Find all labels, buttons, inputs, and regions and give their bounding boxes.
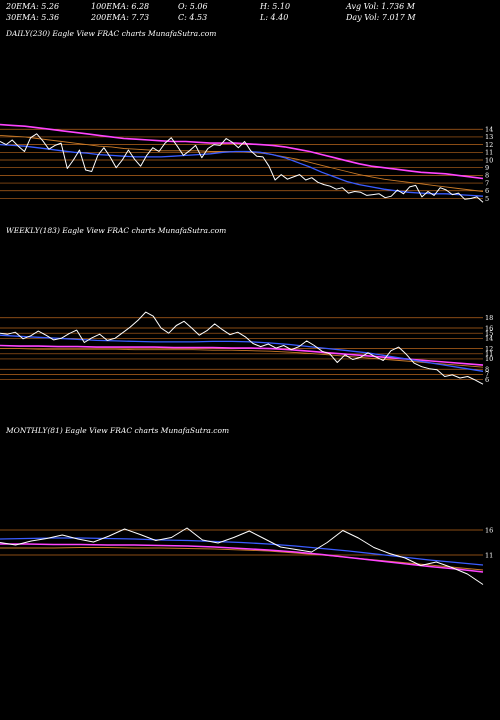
- daily-price-line: [0, 133, 484, 203]
- avg-vol-stat: Avg Vol: 1.736 M: [346, 2, 415, 11]
- ema200-stat: 200EMA: 7.73: [91, 13, 150, 22]
- weekly-ma-blue-line: [0, 334, 484, 372]
- weekly-chart-title: WEEKLY(183) Eagle View FRAC charts Munaf…: [6, 226, 227, 235]
- low-stat: L: 4.40: [260, 13, 289, 22]
- daily-chart-title: DAILY(230) Eagle View FRAC charts Munafa…: [6, 29, 217, 38]
- weekly-tick-label: 6: [485, 376, 489, 384]
- monthly-chart-title: MONTHLY(81) Eagle View FRAC charts Munaf…: [6, 426, 230, 435]
- daily-tick-label: 13: [485, 133, 493, 141]
- high-stat: H: 5.10: [260, 2, 291, 11]
- daily-tick-label: 7: [485, 179, 489, 187]
- monthly-ma-pink-line: [0, 543, 484, 573]
- weekly-tick-label: 11: [485, 350, 493, 358]
- ema30-stat: 30EMA: 5.36: [6, 13, 60, 22]
- weekly-tick-label: 16: [485, 324, 493, 332]
- daily-tick-label: 8: [485, 172, 489, 180]
- weekly-price-line: [0, 311, 484, 385]
- daily-tick-label: 14: [485, 126, 493, 134]
- monthly-ma-orange-line: [0, 547, 484, 571]
- monthly-tick-label: 16: [485, 526, 493, 534]
- ema100-stat: 100EMA: 6.28: [91, 2, 150, 11]
- monthly-price-line: [0, 527, 484, 585]
- weekly-ma-orange-line: [0, 348, 484, 368]
- weekly-tick-label: 14: [485, 335, 493, 343]
- open-stat: O: 5.06: [178, 2, 208, 11]
- weekly-tick-label: 7: [485, 371, 489, 379]
- day-vol-stat: Day Vol: 7.017 M: [346, 13, 416, 22]
- monthly-tick-label: 11: [485, 551, 493, 559]
- daily-tick-label: 10: [485, 156, 493, 164]
- daily-tick-label: 6: [485, 187, 489, 195]
- daily-tick-label: 12: [485, 141, 493, 149]
- daily-tick-label: 5: [485, 195, 489, 203]
- weekly-tick-label: 8: [485, 366, 489, 374]
- daily-tick-label: 11: [485, 149, 493, 157]
- close-stat: C: 4.53: [178, 13, 208, 22]
- ema20-stat: 20EMA: 5.26: [6, 2, 60, 11]
- daily-tick-label: 9: [485, 164, 489, 172]
- daily-ma-pink-line: [0, 123, 484, 180]
- weekly-tick-label: 18: [485, 314, 493, 322]
- weekly-tick-label: 10: [485, 355, 493, 363]
- weekly-tick-label: 15: [485, 329, 493, 337]
- weekly-tick-label: 12: [485, 345, 493, 353]
